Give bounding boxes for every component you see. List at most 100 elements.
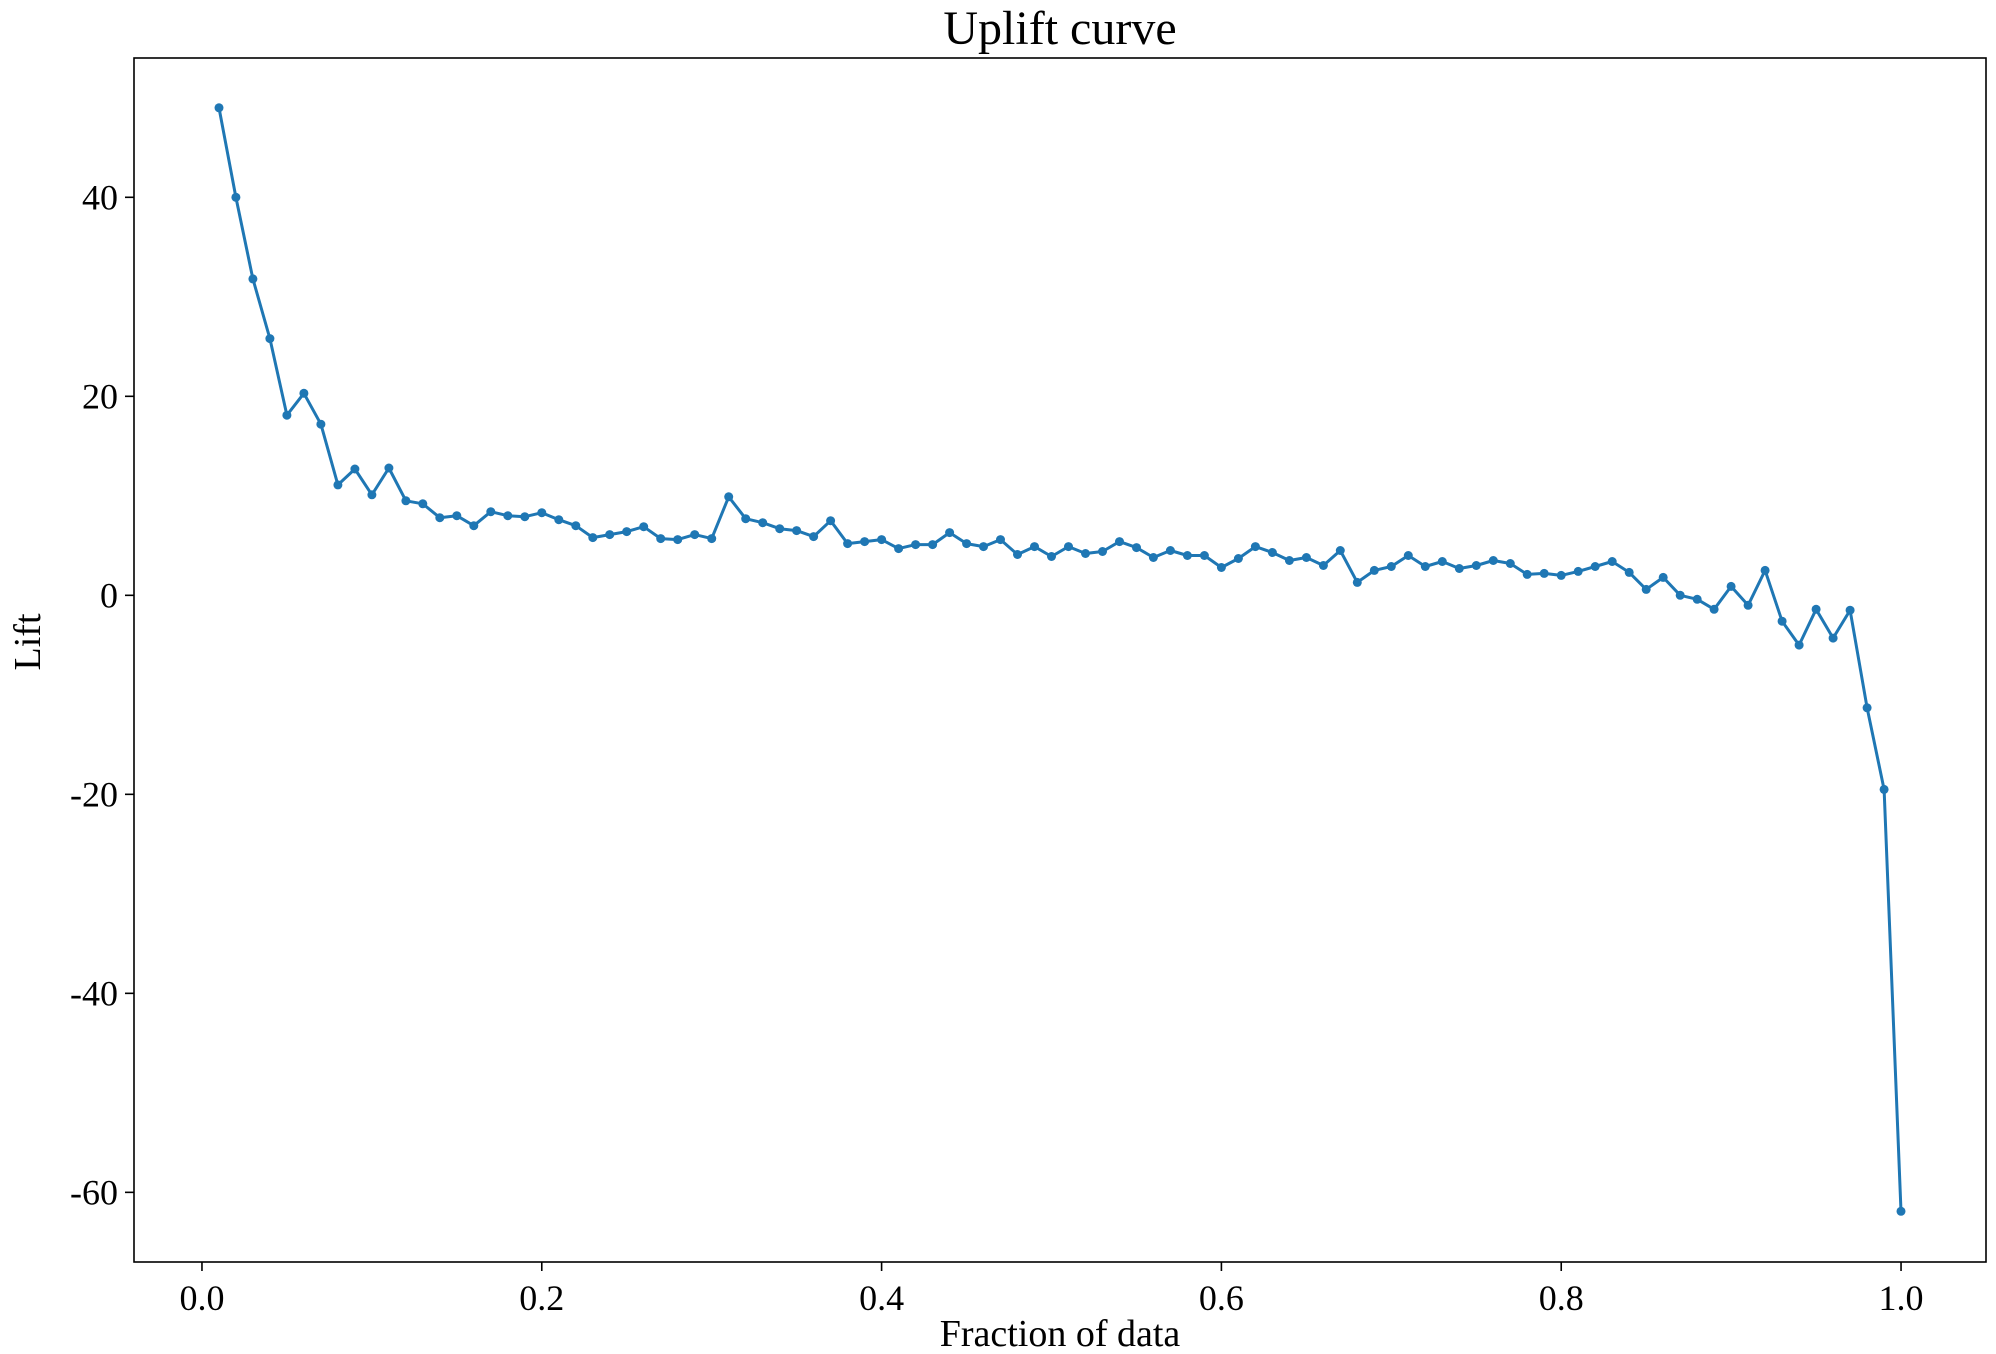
x-axis: 0.0 0.2 0.4 0.6 0.8 1.0 [179,1262,1924,1318]
data-point [1675,590,1685,600]
data-point [1335,546,1345,555]
data-point [1165,546,1175,555]
data-point [1505,559,1515,568]
uplift-series-markers [214,103,1906,1216]
data-point [792,526,802,536]
data-point [656,534,666,544]
data-point [1743,600,1753,610]
data-point [1284,556,1294,565]
data-point [554,515,564,525]
data-point [1301,553,1311,562]
data-point [571,521,581,531]
data-point [1233,554,1243,563]
data-point [1556,570,1566,580]
data-point [639,522,649,532]
x-tick-label: 0.6 [1199,1278,1244,1318]
data-point [843,539,853,549]
data-point [1064,542,1073,552]
data-point [1692,594,1702,604]
data-point [928,540,938,550]
data-point [1777,616,1787,626]
data-point [1182,551,1192,560]
data-point [1590,562,1600,571]
data-point [1352,577,1362,587]
x-tick-label: 1.0 [1879,1278,1924,1318]
data-point [894,544,904,554]
x-tick-label: 0.4 [859,1278,904,1318]
data-point [1132,543,1141,553]
data-point [350,464,360,474]
data-point [962,539,972,549]
data-point [775,524,785,534]
data-point [877,535,887,545]
data-point [605,530,615,540]
data-point [1420,562,1430,571]
x-tick-label: 0.0 [179,1278,224,1318]
data-point [520,512,530,522]
data-point [1641,584,1651,594]
data-point [1794,640,1804,650]
data-point [860,537,870,547]
data-point [741,514,751,524]
data-point [418,499,428,509]
data-point [1437,557,1447,566]
data-point [826,516,836,526]
data-point [1318,561,1328,570]
data-point [1013,550,1022,559]
data-point [809,532,819,542]
data-point [1216,563,1226,572]
x-axis-label: Fraction of data [940,1313,1181,1354]
data-point [673,535,683,545]
data-point [588,533,598,543]
data-point [299,388,309,398]
data-point [1267,548,1277,557]
data-point [537,508,547,518]
data-point [435,513,445,523]
data-point [707,534,717,544]
data-point [758,518,768,528]
data-point [265,334,275,344]
data-point [282,410,292,420]
data-point [1879,784,1889,794]
data-point [1862,703,1872,713]
data-point [690,530,700,540]
uplift-series-line [217,107,1903,1212]
data-point [469,521,479,531]
data-point [1098,547,1107,556]
data-point [1896,1206,1906,1216]
data-point [1828,633,1838,643]
data-point [724,492,734,502]
data-point [1386,562,1396,571]
data-point [622,527,632,537]
data-point [996,535,1005,545]
data-point [384,463,394,473]
data-point [1199,551,1209,560]
data-point [316,419,326,429]
data-point [1811,604,1821,614]
data-point [911,540,921,550]
y-tick-label: -20 [70,774,118,814]
y-axis: 40 20 0 -20 -40 -60 [70,177,134,1212]
data-point [214,103,224,113]
data-point [503,511,513,521]
data-point [1539,568,1549,578]
data-point [486,507,496,517]
data-point [367,490,377,500]
data-point [248,274,258,284]
data-point [1250,542,1260,552]
data-point [1760,565,1770,575]
data-point [1573,566,1583,576]
y-tick-label: -40 [70,973,118,1013]
y-axis-label: Lift [7,613,49,670]
data-point [1454,564,1464,573]
data-point [1726,581,1736,591]
data-point [1148,553,1158,562]
y-tick-label: 20 [82,376,118,416]
data-point [945,528,955,538]
data-point [1115,537,1124,547]
axes-frame [133,57,1987,1263]
data-point [1081,549,1090,558]
data-point [452,511,462,521]
y-tick-label: 0 [100,575,118,615]
